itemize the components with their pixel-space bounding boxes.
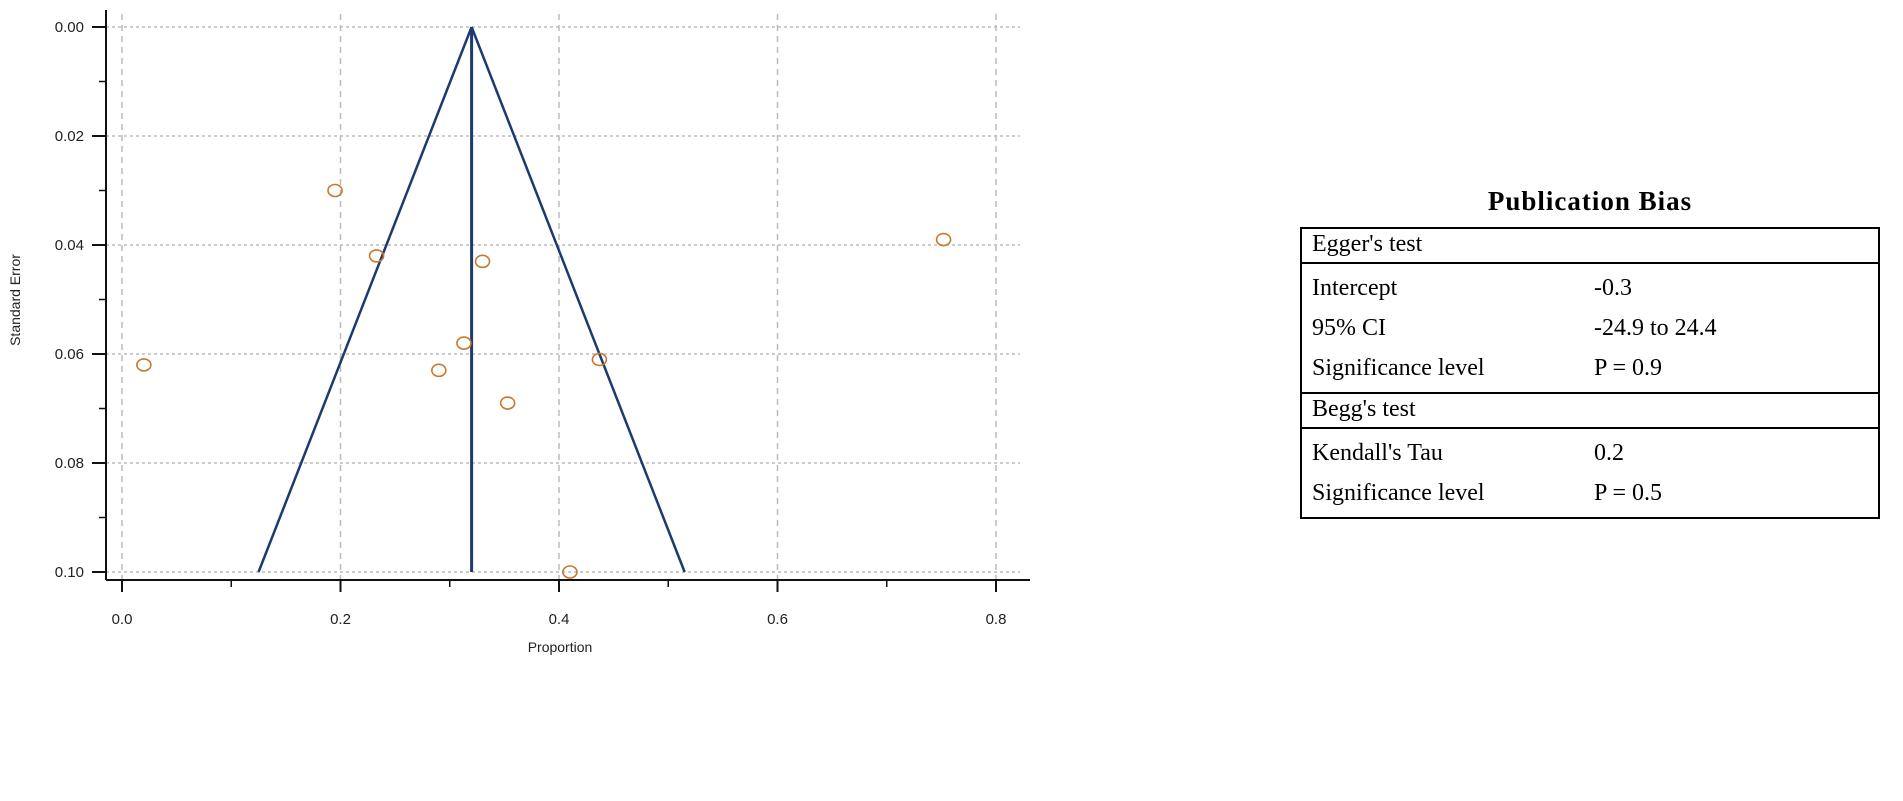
- table-row: Intercept -0.3: [1312, 268, 1868, 308]
- row-key: Significance level: [1312, 355, 1485, 381]
- funnel-right-line: [470, 26, 686, 573]
- study-point: [591, 352, 608, 367]
- row-value: 0.2: [1594, 440, 1624, 466]
- y-tick-label: 0.06: [55, 346, 84, 363]
- row-value: -24.9 to 24.4: [1594, 315, 1717, 341]
- study-point: [136, 358, 152, 372]
- row-key: Significance level: [1312, 480, 1485, 506]
- grid-lines: [106, 14, 1020, 580]
- y-tick-label: 0.04: [55, 237, 84, 254]
- egger-test-heading: Egger's test: [1312, 231, 1423, 257]
- row-value: P = 0.9: [1594, 355, 1662, 381]
- data-points: [136, 183, 952, 579]
- x-tick-label: 0.4: [549, 611, 570, 628]
- y-tick-label: 0.00: [55, 19, 84, 36]
- row-key: Intercept: [1312, 275, 1398, 301]
- begg-test-heading: Begg's test: [1312, 396, 1416, 422]
- tick-labels: 0.00 0.02 0.04 0.06 0.08 0.10 0.0 0.2 0.4 0.6 0.8: [55, 19, 1007, 628]
- publication-bias-panel: Publication Bias Egger's test Intercept …: [1300, 186, 1880, 519]
- table-row: Kendall's Tau 0.2: [1312, 433, 1868, 473]
- publication-bias-table: Egger's test Intercept -0.3 95% CI -24.9…: [1300, 227, 1880, 519]
- divider: [1302, 392, 1878, 394]
- x-tick-label: 0.2: [330, 611, 351, 628]
- publication-bias-title: Publication Bias: [1487, 186, 1693, 216]
- x-tick-label: 0.0: [112, 611, 133, 628]
- row-value: -0.3: [1594, 275, 1632, 301]
- funnel-left-line: [257, 26, 473, 573]
- egger-test-body: Intercept -0.3 95% CI -24.9 to 24.4 Sign…: [1302, 262, 1878, 392]
- y-axis-title: Standard Error: [7, 254, 23, 346]
- x-axis-title: Proportion: [528, 639, 593, 655]
- x-tick-label: 0.6: [767, 611, 788, 628]
- funnel-lines: [257, 26, 686, 573]
- axes: [92, 10, 1030, 592]
- study-point: [431, 363, 447, 378]
- row-value: P = 0.5: [1594, 480, 1662, 506]
- study-point: [562, 565, 578, 579]
- table-row: Significance level P = 0.5: [1312, 473, 1868, 513]
- row-key: 95% CI: [1312, 315, 1386, 341]
- row-key: Kendall's Tau: [1312, 440, 1443, 466]
- study-point: [368, 249, 385, 263]
- table-row: Significance level P = 0.9: [1312, 348, 1868, 388]
- y-tick-label: 0.02: [55, 128, 84, 145]
- study-point: [935, 232, 952, 247]
- study-point: [456, 336, 472, 350]
- table-row: 95% CI -24.9 to 24.4: [1312, 308, 1868, 348]
- x-tick-label: 0.8: [986, 611, 1007, 628]
- study-point: [327, 183, 343, 198]
- study-point: [474, 254, 491, 269]
- study-point: [499, 396, 516, 410]
- funnel-plot: 0.000.020.040.060.080.100.0 0.2 0.4 0.6 0.8 …: [7, 10, 1030, 655]
- y-tick-label: 0.10: [55, 564, 84, 581]
- begg-test-body: Kendall's Tau 0.2 Significance level P =…: [1302, 427, 1878, 517]
- y-tick-label: 0.08: [55, 455, 84, 472]
